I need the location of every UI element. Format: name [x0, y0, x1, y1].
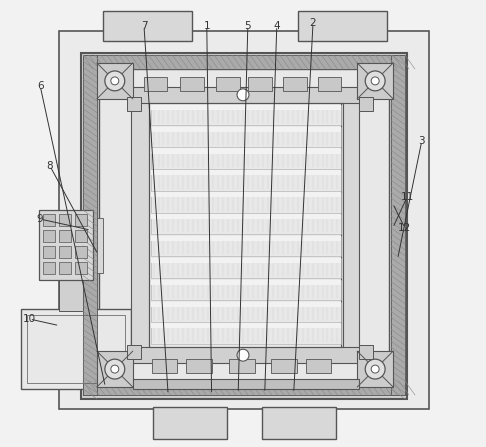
Bar: [151, 105, 341, 110]
Bar: [59, 230, 71, 242]
Bar: [83, 55, 97, 395]
Circle shape: [371, 77, 379, 85]
Bar: [27, 316, 125, 383]
Bar: [75, 246, 87, 258]
Bar: [39, 210, 93, 280]
Bar: [151, 258, 341, 263]
Circle shape: [111, 77, 119, 85]
Bar: [151, 323, 341, 329]
Bar: [151, 170, 341, 191]
Bar: [59, 246, 71, 258]
Bar: [131, 87, 361, 103]
Bar: [359, 345, 373, 359]
Bar: [75, 230, 87, 242]
Bar: [357, 351, 393, 387]
Circle shape: [365, 359, 385, 379]
Bar: [59, 280, 83, 312]
Bar: [151, 127, 341, 132]
Text: 5: 5: [244, 21, 251, 31]
Bar: [83, 381, 405, 395]
Bar: [43, 230, 55, 242]
Bar: [59, 214, 71, 226]
Bar: [43, 246, 55, 258]
Circle shape: [371, 365, 379, 373]
Circle shape: [105, 359, 125, 379]
Bar: [83, 55, 405, 69]
Bar: [306, 359, 331, 373]
Bar: [103, 11, 192, 41]
Bar: [133, 379, 359, 389]
Circle shape: [105, 71, 125, 91]
Bar: [357, 63, 393, 99]
Bar: [271, 359, 296, 373]
Text: 6: 6: [37, 81, 43, 91]
Bar: [151, 148, 341, 154]
Bar: [97, 63, 133, 99]
Bar: [151, 170, 341, 175]
Bar: [151, 236, 341, 256]
Text: 9: 9: [37, 214, 43, 224]
Bar: [151, 302, 341, 322]
Bar: [151, 192, 341, 213]
Bar: [75, 214, 87, 226]
Bar: [297, 11, 387, 41]
Text: 1: 1: [204, 21, 210, 31]
Bar: [229, 359, 255, 373]
Bar: [152, 359, 177, 373]
Text: 12: 12: [398, 223, 412, 233]
Bar: [127, 345, 140, 359]
Bar: [180, 77, 204, 91]
Bar: [248, 77, 272, 91]
Bar: [391, 55, 405, 395]
Text: 11: 11: [400, 192, 414, 202]
Bar: [151, 280, 341, 285]
Bar: [151, 127, 341, 147]
Bar: [93, 218, 103, 273]
Bar: [151, 302, 341, 307]
Bar: [151, 148, 341, 169]
Bar: [43, 262, 55, 274]
Text: 10: 10: [23, 314, 36, 324]
Bar: [149, 103, 344, 347]
Text: 2: 2: [310, 18, 316, 28]
Bar: [151, 192, 341, 197]
Bar: [151, 258, 341, 278]
Bar: [186, 359, 212, 373]
Bar: [99, 69, 389, 385]
Bar: [151, 105, 341, 125]
Bar: [216, 77, 240, 91]
Text: 4: 4: [274, 21, 280, 31]
Bar: [59, 262, 71, 274]
Circle shape: [365, 71, 385, 91]
Bar: [153, 407, 227, 439]
Text: 8: 8: [47, 161, 53, 171]
Bar: [131, 101, 149, 349]
Bar: [262, 407, 336, 439]
Bar: [21, 309, 131, 389]
Bar: [131, 347, 361, 363]
Bar: [144, 77, 168, 91]
Bar: [151, 214, 341, 234]
Bar: [151, 236, 341, 241]
Bar: [75, 262, 87, 274]
Bar: [151, 214, 341, 219]
Bar: [151, 280, 341, 300]
Bar: [317, 77, 341, 91]
Bar: [127, 97, 140, 111]
Circle shape: [237, 349, 249, 361]
Bar: [359, 97, 373, 111]
Bar: [97, 351, 133, 387]
Bar: [341, 101, 359, 349]
Text: 3: 3: [418, 136, 425, 146]
Bar: [283, 77, 307, 91]
Circle shape: [237, 89, 249, 101]
Circle shape: [111, 365, 119, 373]
Bar: [59, 31, 429, 409]
Bar: [43, 214, 55, 226]
Text: 7: 7: [140, 21, 147, 31]
Bar: [81, 53, 407, 399]
Bar: [151, 323, 341, 344]
